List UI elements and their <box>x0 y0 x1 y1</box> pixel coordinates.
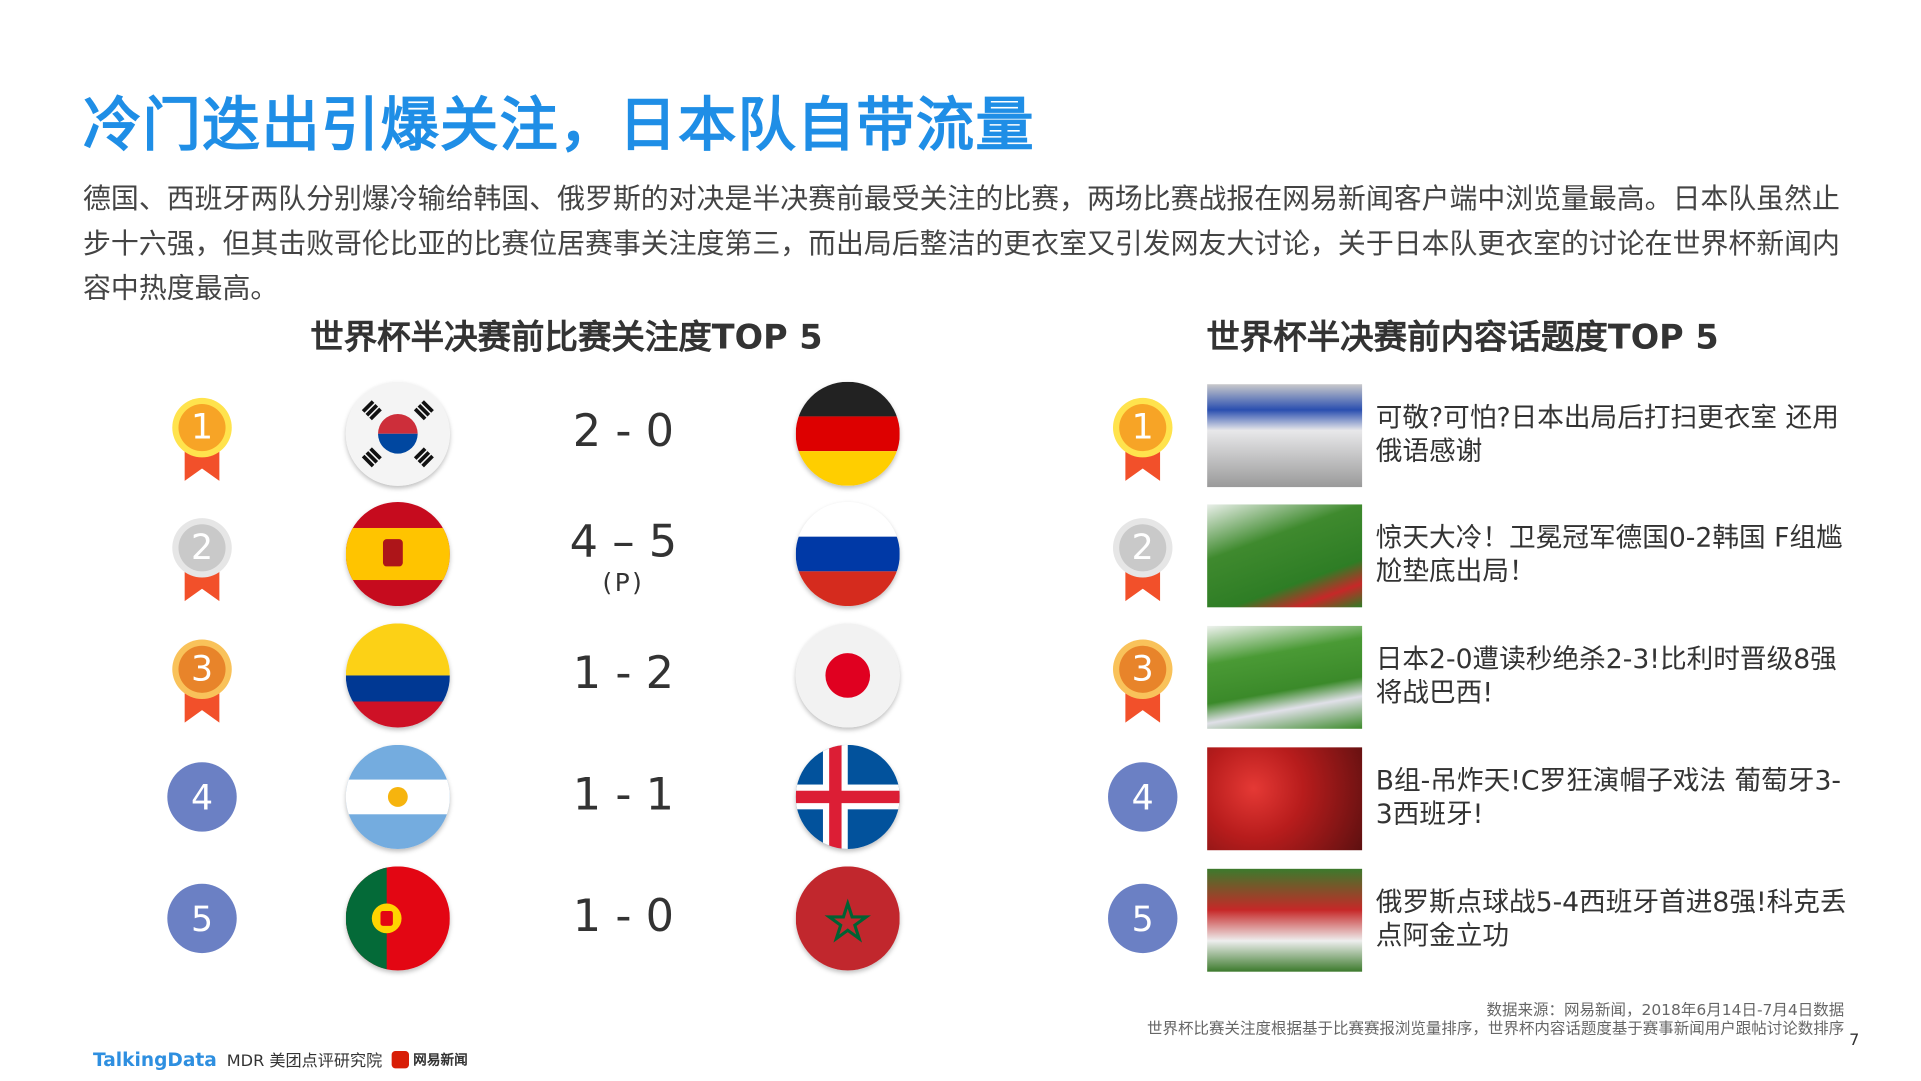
score-value: 1 - 1 <box>572 769 675 821</box>
medal-rank: 1 <box>190 406 214 448</box>
medal-rank: 3 <box>1131 648 1154 690</box>
rank-badge: 5 <box>1108 883 1178 954</box>
news-thumbnail[interactable] <box>1207 384 1363 488</box>
medal-bronze-icon: 3 <box>169 638 236 725</box>
match-score: 1 - 2 <box>524 648 722 699</box>
rank-badge: 4 <box>167 762 237 832</box>
score-value: 4 – 5 <box>569 516 678 568</box>
penalty-note: (P) <box>602 567 645 598</box>
logo-bar: TalkingData MDR 美团点评研究院 网易新闻 <box>93 1047 468 1071</box>
news-thumbnail[interactable] <box>1207 747 1363 851</box>
flag-colombia-icon <box>345 623 450 728</box>
flag-spain-icon <box>345 501 450 607</box>
flag-portugal-icon <box>345 866 450 971</box>
flag-japan-icon <box>795 623 900 728</box>
medal-rank: 3 <box>190 648 214 690</box>
flag-argentina-icon <box>345 744 450 849</box>
news-thumbnail[interactable] <box>1207 625 1363 729</box>
news-headline[interactable]: 日本2-0遭读秒绝杀2-3!比利时晋级8强将战巴西! <box>1375 644 1837 709</box>
medal-rank: 2 <box>1131 526 1154 568</box>
match-score: 1 - 1 <box>524 770 722 821</box>
match-score: 2 - 0 <box>524 407 722 458</box>
news-headline[interactable]: 俄罗斯点球战5-4西班牙首进8强!科克丢点阿金立功 <box>1375 887 1847 952</box>
news-thumbnail[interactable] <box>1207 504 1363 608</box>
rank-badge: 5 <box>167 883 237 954</box>
page-number: 7 <box>1849 1031 1860 1050</box>
match-score: 4 – 5 (P) <box>524 517 722 598</box>
left-section-title: 世界杯半决赛前比赛关注度TOP 5 <box>310 318 823 357</box>
news-headline[interactable]: 惊天大冷！卫冕冠军德国0-2韩国 F组尴尬垫底出局！ <box>1375 523 1843 588</box>
medal-gold-icon: 1 <box>1109 397 1176 484</box>
news-thumbnail[interactable] <box>1207 868 1363 972</box>
right-section-title: 世界杯半决赛前内容话题度TOP 5 <box>1206 318 1719 357</box>
intro-paragraph: 德国、西班牙两队分别爆冷输给韩国、俄罗斯的对决是半决赛前最受关注的比赛，两场比赛… <box>83 183 1840 305</box>
ranking-note: 世界杯比赛关注度根据基于比赛赛报浏览量排序，世界杯内容话题度基于赛事新闻用户跟帖… <box>1147 1018 1845 1038</box>
news-headline[interactable]: 可敬?可怕?日本出局后打扫更衣室 还用俄语感谢 <box>1375 402 1839 468</box>
medal-gold-icon: 1 <box>169 397 236 484</box>
flag-russia-icon <box>795 501 900 607</box>
medal-rank: 1 <box>1131 406 1154 448</box>
netease-icon <box>392 1050 410 1068</box>
score-value: 1 - 2 <box>572 648 675 700</box>
medal-bronze-icon: 3 <box>1109 638 1176 725</box>
medal-silver-icon: 2 <box>1109 517 1176 604</box>
flag-morocco-icon <box>795 866 900 971</box>
medal-rank: 2 <box>190 526 214 568</box>
data-source: 数据来源：网易新闻，2018年6月14日-7月4日数据 <box>1486 1000 1845 1019</box>
flag-iceland-icon <box>795 744 900 849</box>
page-title: 冷门迭出引爆关注，日本队自带流量 <box>83 91 1035 160</box>
news-headline[interactable]: B组-吊炸天!C罗狂演帽子戏法 葡萄牙3-3西班牙! <box>1375 765 1842 831</box>
flag-germany-icon <box>795 381 900 486</box>
mdr-logo: MDR 美团点评研究院 <box>226 1052 383 1071</box>
score-value: 1 - 0 <box>572 891 675 942</box>
medal-silver-icon: 2 <box>169 517 236 604</box>
talkingdata-logo: TalkingData <box>92 1047 217 1071</box>
netease-logo: 网易新闻 <box>413 1051 468 1068</box>
score-value: 2 - 0 <box>572 406 675 458</box>
rank-badge: 4 <box>1108 762 1178 832</box>
match-score: 1 - 0 <box>524 891 722 942</box>
flag-korea-icon <box>345 381 450 486</box>
